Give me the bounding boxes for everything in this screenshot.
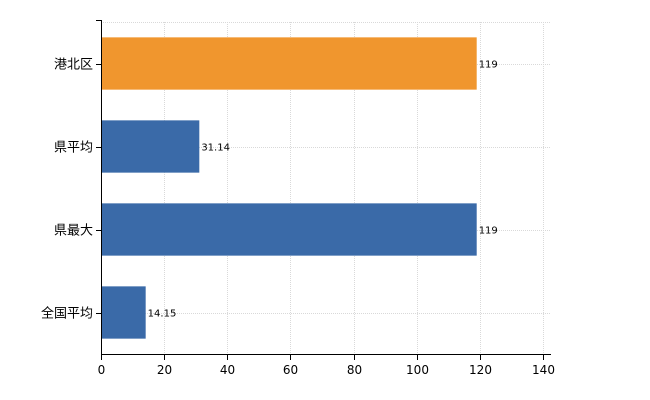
category-label-4: 全国平均 bbox=[41, 306, 93, 322]
x-tick-label-5: 100 bbox=[406, 363, 429, 377]
x-tick-label-7: 140 bbox=[532, 363, 555, 377]
x-tick-label-0: 0 bbox=[98, 363, 106, 377]
x-tick-label-1: 20 bbox=[157, 363, 172, 377]
category-label-2: 県平均 bbox=[54, 141, 93, 156]
labels: 119 港北区 31.14 県平均 119 県最大 14.15 全国平均 0 20 40 60 80 10… bbox=[41, 58, 555, 378]
bars bbox=[101, 37, 477, 339]
data-label-3: 119 bbox=[479, 226, 498, 237]
x-tick-label-6: 120 bbox=[469, 363, 492, 377]
x-tick-label-2: 40 bbox=[220, 363, 235, 377]
data-label-4: 14.15 bbox=[148, 309, 177, 320]
axes bbox=[96, 20, 551, 360]
bar-4 bbox=[101, 286, 146, 339]
bar-1 bbox=[101, 37, 477, 90]
data-label-2: 31.14 bbox=[201, 143, 230, 154]
x-tick-label-4: 80 bbox=[347, 363, 362, 377]
x-tick-label-3: 60 bbox=[283, 363, 298, 377]
bar-2 bbox=[101, 120, 200, 173]
bar-3 bbox=[101, 203, 477, 256]
data-label-1: 119 bbox=[479, 60, 498, 71]
category-label-1: 港北区 bbox=[54, 58, 93, 73]
category-label-3: 県最大 bbox=[54, 224, 93, 239]
